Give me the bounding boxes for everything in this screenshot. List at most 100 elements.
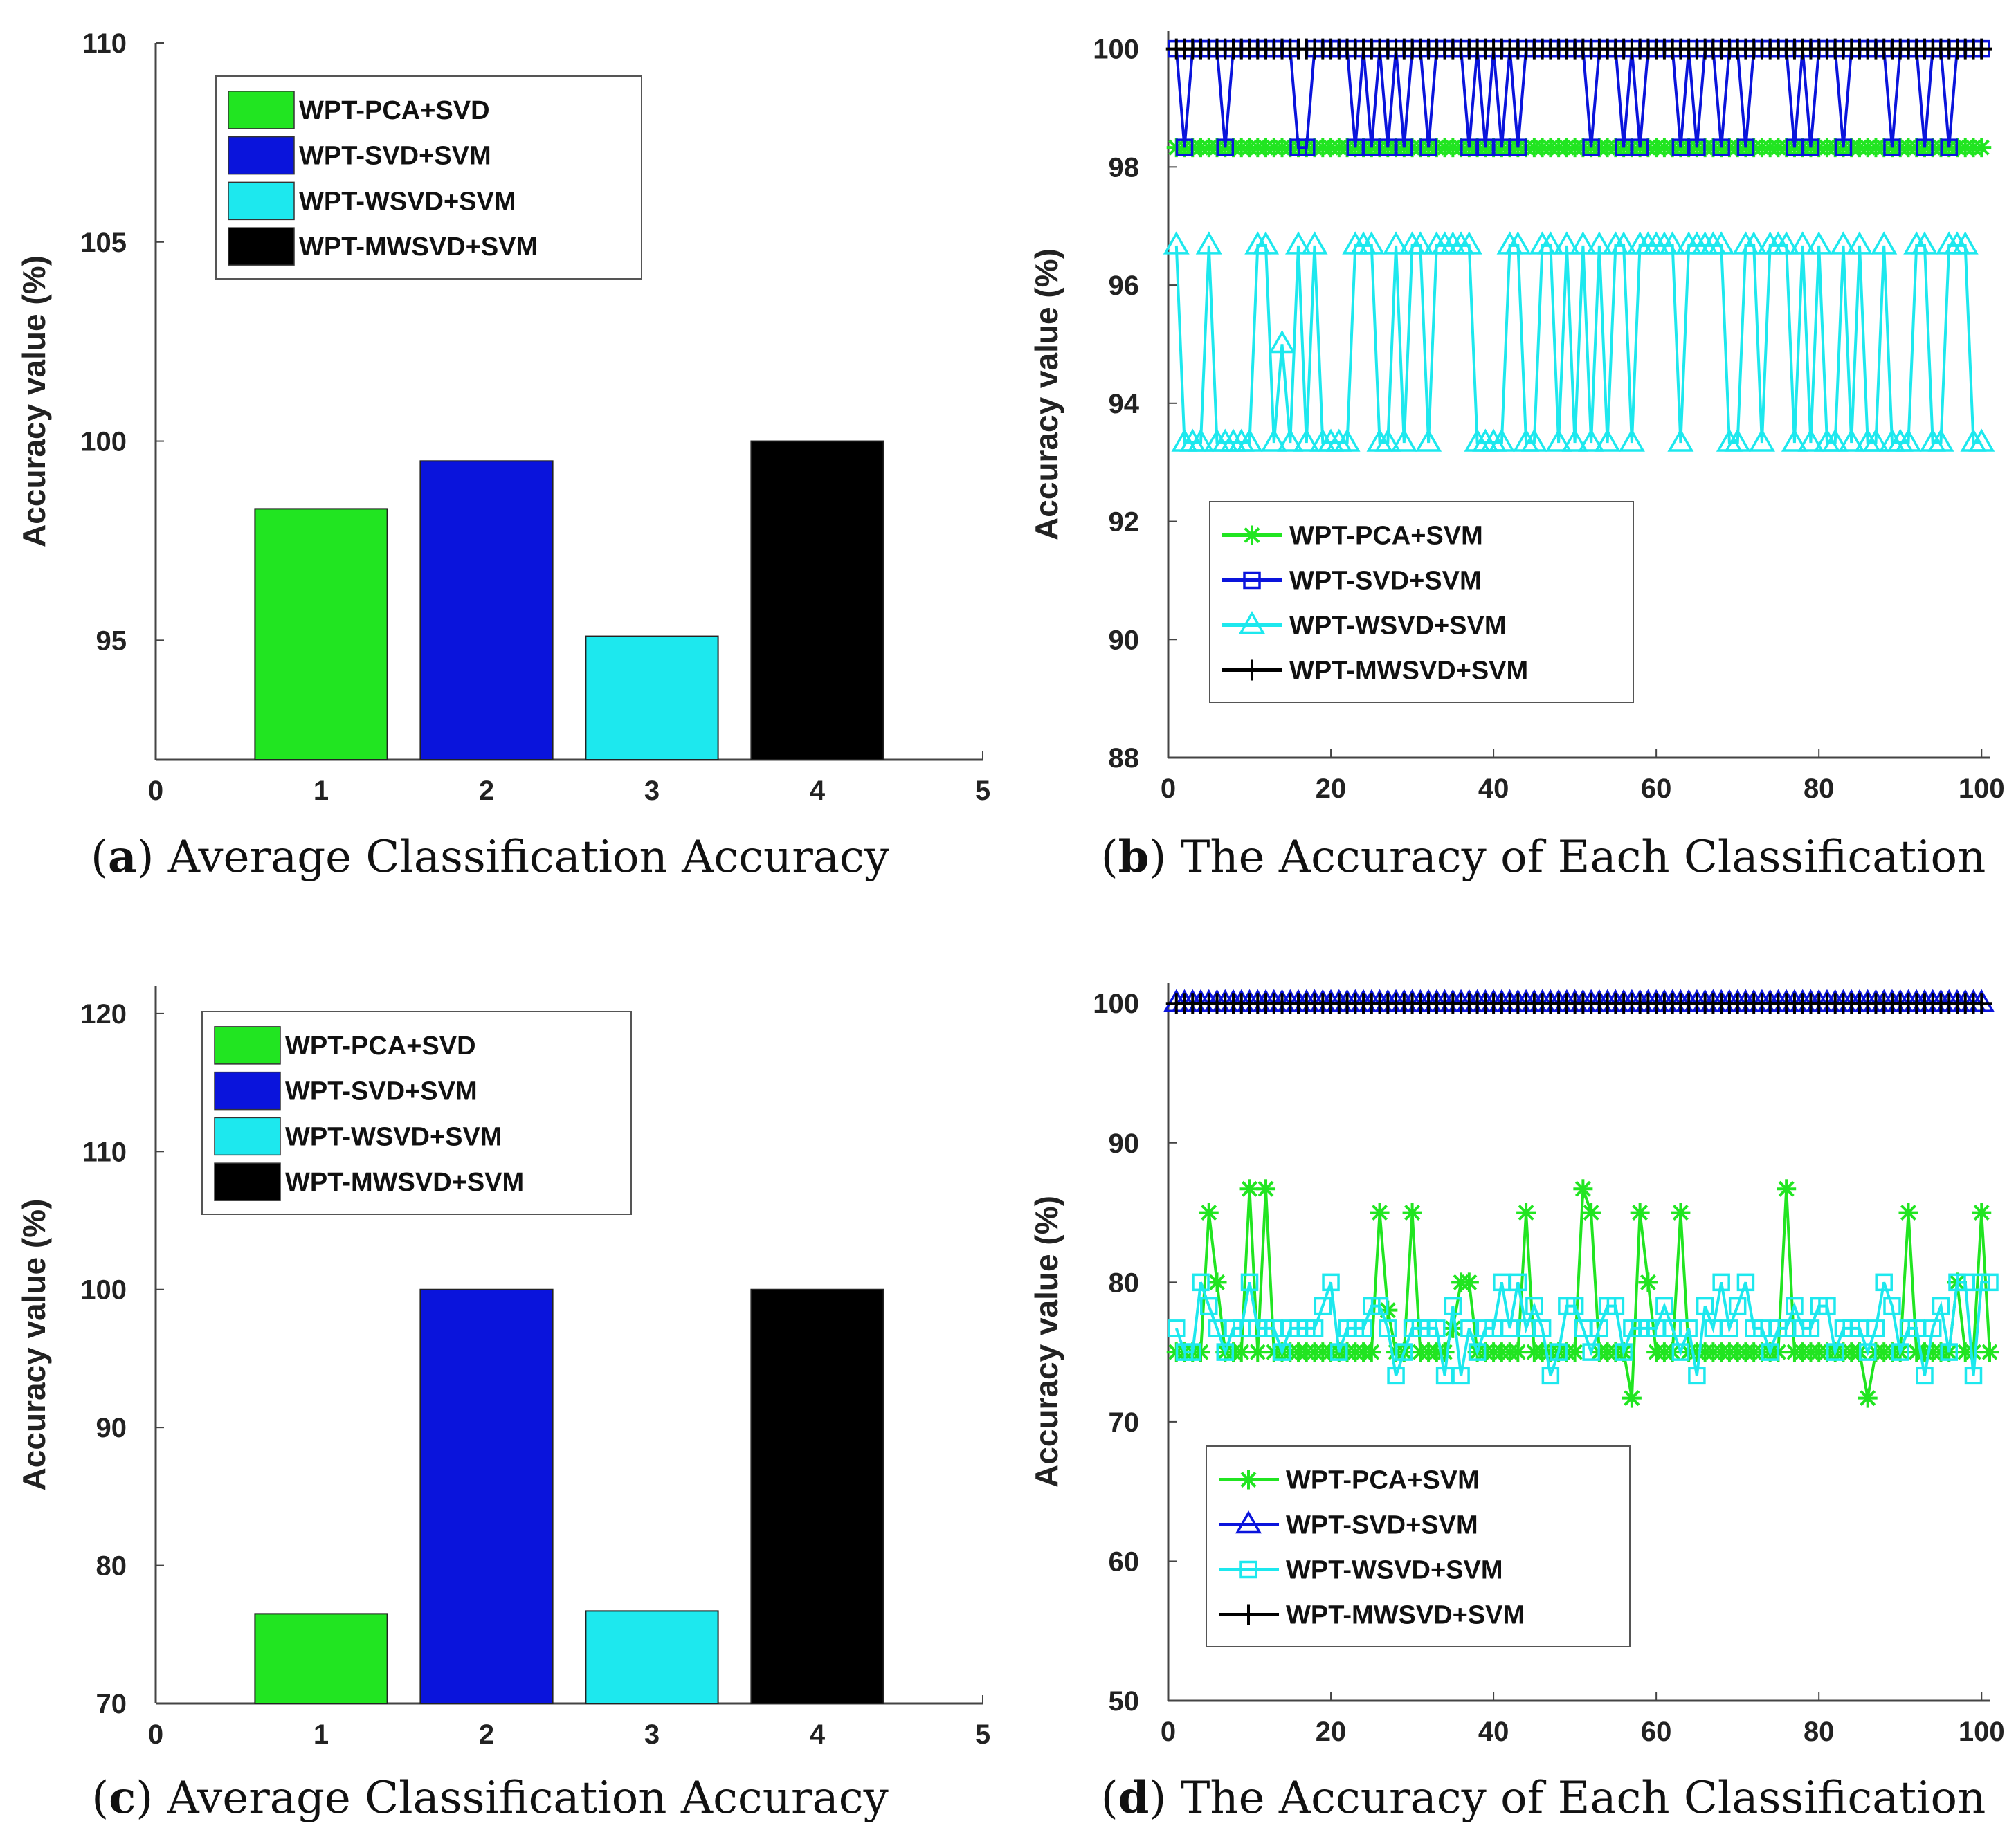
y-tick-label: 70 bbox=[96, 1689, 127, 1719]
data-point bbox=[1374, 428, 1401, 452]
data-point bbox=[1789, 231, 1816, 255]
y-axis-title: Accuracy value (%) bbox=[1028, 248, 1064, 540]
data-point bbox=[1916, 138, 1934, 156]
legend-swatch bbox=[214, 1117, 281, 1156]
y-tick-label: 70 bbox=[1109, 1407, 1140, 1438]
data-point bbox=[1314, 1297, 1332, 1315]
data-point bbox=[1273, 1343, 1291, 1361]
y-tick-label: 100 bbox=[1093, 35, 1139, 65]
data-point bbox=[1570, 231, 1597, 255]
data-point bbox=[1801, 138, 1820, 156]
data-point bbox=[1594, 428, 1621, 452]
panel-b: 0 20 40 60 80 100 88 90 92 94 96 98 100 Accuracy valu… bbox=[1028, 31, 2005, 804]
data-point bbox=[1553, 231, 1580, 255]
data-point bbox=[1322, 1273, 1340, 1292]
legend-c: WPT-PCA+SVD WPT-SVD+SVM WPT-WSVD+SVM WPT-MW… bbox=[201, 1011, 632, 1215]
data-point bbox=[1818, 1297, 1836, 1315]
data-point bbox=[1525, 1297, 1543, 1315]
caption-text: Average Classification Accuracy bbox=[167, 1773, 889, 1824]
data-point bbox=[1630, 1203, 1650, 1223]
data-point bbox=[1708, 231, 1735, 255]
y-tick-label: 92 bbox=[1109, 507, 1140, 538]
data-point bbox=[1578, 428, 1605, 452]
data-point bbox=[1728, 1297, 1747, 1315]
data-point bbox=[1330, 1343, 1348, 1361]
data-point bbox=[1200, 1297, 1218, 1315]
data-point bbox=[1216, 1343, 1235, 1361]
data-point bbox=[1545, 428, 1572, 452]
bar-4 bbox=[750, 440, 884, 760]
x-tick-label: 1 bbox=[314, 1719, 329, 1750]
legend-swatch bbox=[214, 1162, 281, 1201]
data-point bbox=[1187, 428, 1215, 452]
data-point bbox=[1631, 138, 1649, 156]
data-point bbox=[1358, 231, 1385, 255]
legend-marker bbox=[1238, 610, 1266, 634]
series-1 bbox=[1168, 39, 1990, 156]
data-point bbox=[1192, 1273, 1210, 1292]
data-point bbox=[1407, 231, 1434, 255]
data-point bbox=[1435, 1342, 1455, 1362]
data-point bbox=[1293, 428, 1320, 452]
data-point bbox=[1175, 138, 1194, 156]
star-stroke bbox=[1778, 1180, 1795, 1197]
data-point bbox=[1383, 231, 1410, 255]
legend-marker bbox=[1243, 571, 1261, 590]
caption-paren: ( bbox=[1101, 1773, 1118, 1824]
data-point bbox=[1741, 231, 1768, 255]
caption-paren: ( bbox=[91, 1773, 109, 1824]
data-point bbox=[1183, 1343, 1202, 1361]
data-point bbox=[1923, 1319, 1942, 1337]
data-point bbox=[1638, 1272, 1658, 1292]
data-point bbox=[1334, 428, 1361, 452]
x-tick-label: 100 bbox=[1959, 774, 2005, 804]
x-tick-label: 5 bbox=[975, 776, 990, 806]
y-tick-label: 50 bbox=[1109, 1686, 1140, 1717]
x-tick-label: 3 bbox=[644, 1719, 660, 1750]
legend-label: WPT-PCA+SVD bbox=[299, 96, 490, 125]
data-point bbox=[1830, 231, 1857, 255]
data-point bbox=[1610, 231, 1637, 255]
y-tick-label: 80 bbox=[96, 1551, 127, 1582]
star-stroke bbox=[1209, 1274, 1226, 1290]
star-stroke bbox=[1640, 1274, 1656, 1290]
data-point bbox=[1898, 1203, 1918, 1223]
data-point bbox=[1981, 1273, 1999, 1292]
legend-label: WPT-WSVD+SVM bbox=[285, 1122, 502, 1151]
star-stroke bbox=[1249, 1344, 1266, 1360]
y-tick-label: 100 bbox=[80, 427, 127, 457]
y-tick-label: 60 bbox=[1109, 1546, 1140, 1577]
data-point bbox=[1402, 1203, 1422, 1223]
data-point bbox=[1801, 1319, 1820, 1337]
series-line bbox=[1174, 1281, 1990, 1377]
data-point bbox=[1541, 1367, 1560, 1385]
data-point bbox=[1419, 138, 1437, 156]
data-point bbox=[1916, 1367, 1934, 1385]
data-point bbox=[1883, 1297, 1901, 1315]
star-stroke bbox=[1461, 1274, 1478, 1290]
caption-letter: d bbox=[1118, 1772, 1150, 1824]
legend-label: WPT-SVD+SVM bbox=[299, 142, 491, 171]
y-tick-label: 110 bbox=[82, 1137, 127, 1167]
x-tick-label: 80 bbox=[1804, 1717, 1835, 1747]
data-point bbox=[1822, 428, 1849, 452]
data-point bbox=[1253, 231, 1280, 255]
bar-3 bbox=[585, 1610, 719, 1704]
y-axis-title: Accuracy value (%) bbox=[16, 1199, 52, 1491]
data-point bbox=[1370, 1203, 1390, 1223]
legend-label: WPT-MWSVD+SVM bbox=[299, 232, 538, 262]
series-line bbox=[1176, 1188, 1991, 1398]
data-point bbox=[1826, 1343, 1844, 1361]
data-point bbox=[1231, 1342, 1251, 1362]
x-tick-label: 20 bbox=[1316, 1717, 1347, 1747]
data-point bbox=[1680, 1319, 1698, 1337]
series-2 bbox=[1163, 231, 1995, 452]
star-stroke bbox=[1632, 1205, 1649, 1221]
legend-label: WPT-WSVD+SVM bbox=[299, 187, 516, 216]
data-point bbox=[1659, 231, 1686, 255]
data-point bbox=[1712, 138, 1730, 156]
star-stroke bbox=[1583, 1205, 1599, 1221]
data-point bbox=[1550, 1343, 1568, 1361]
data-point bbox=[1516, 1203, 1536, 1223]
caption-paren: ) bbox=[1149, 832, 1180, 883]
